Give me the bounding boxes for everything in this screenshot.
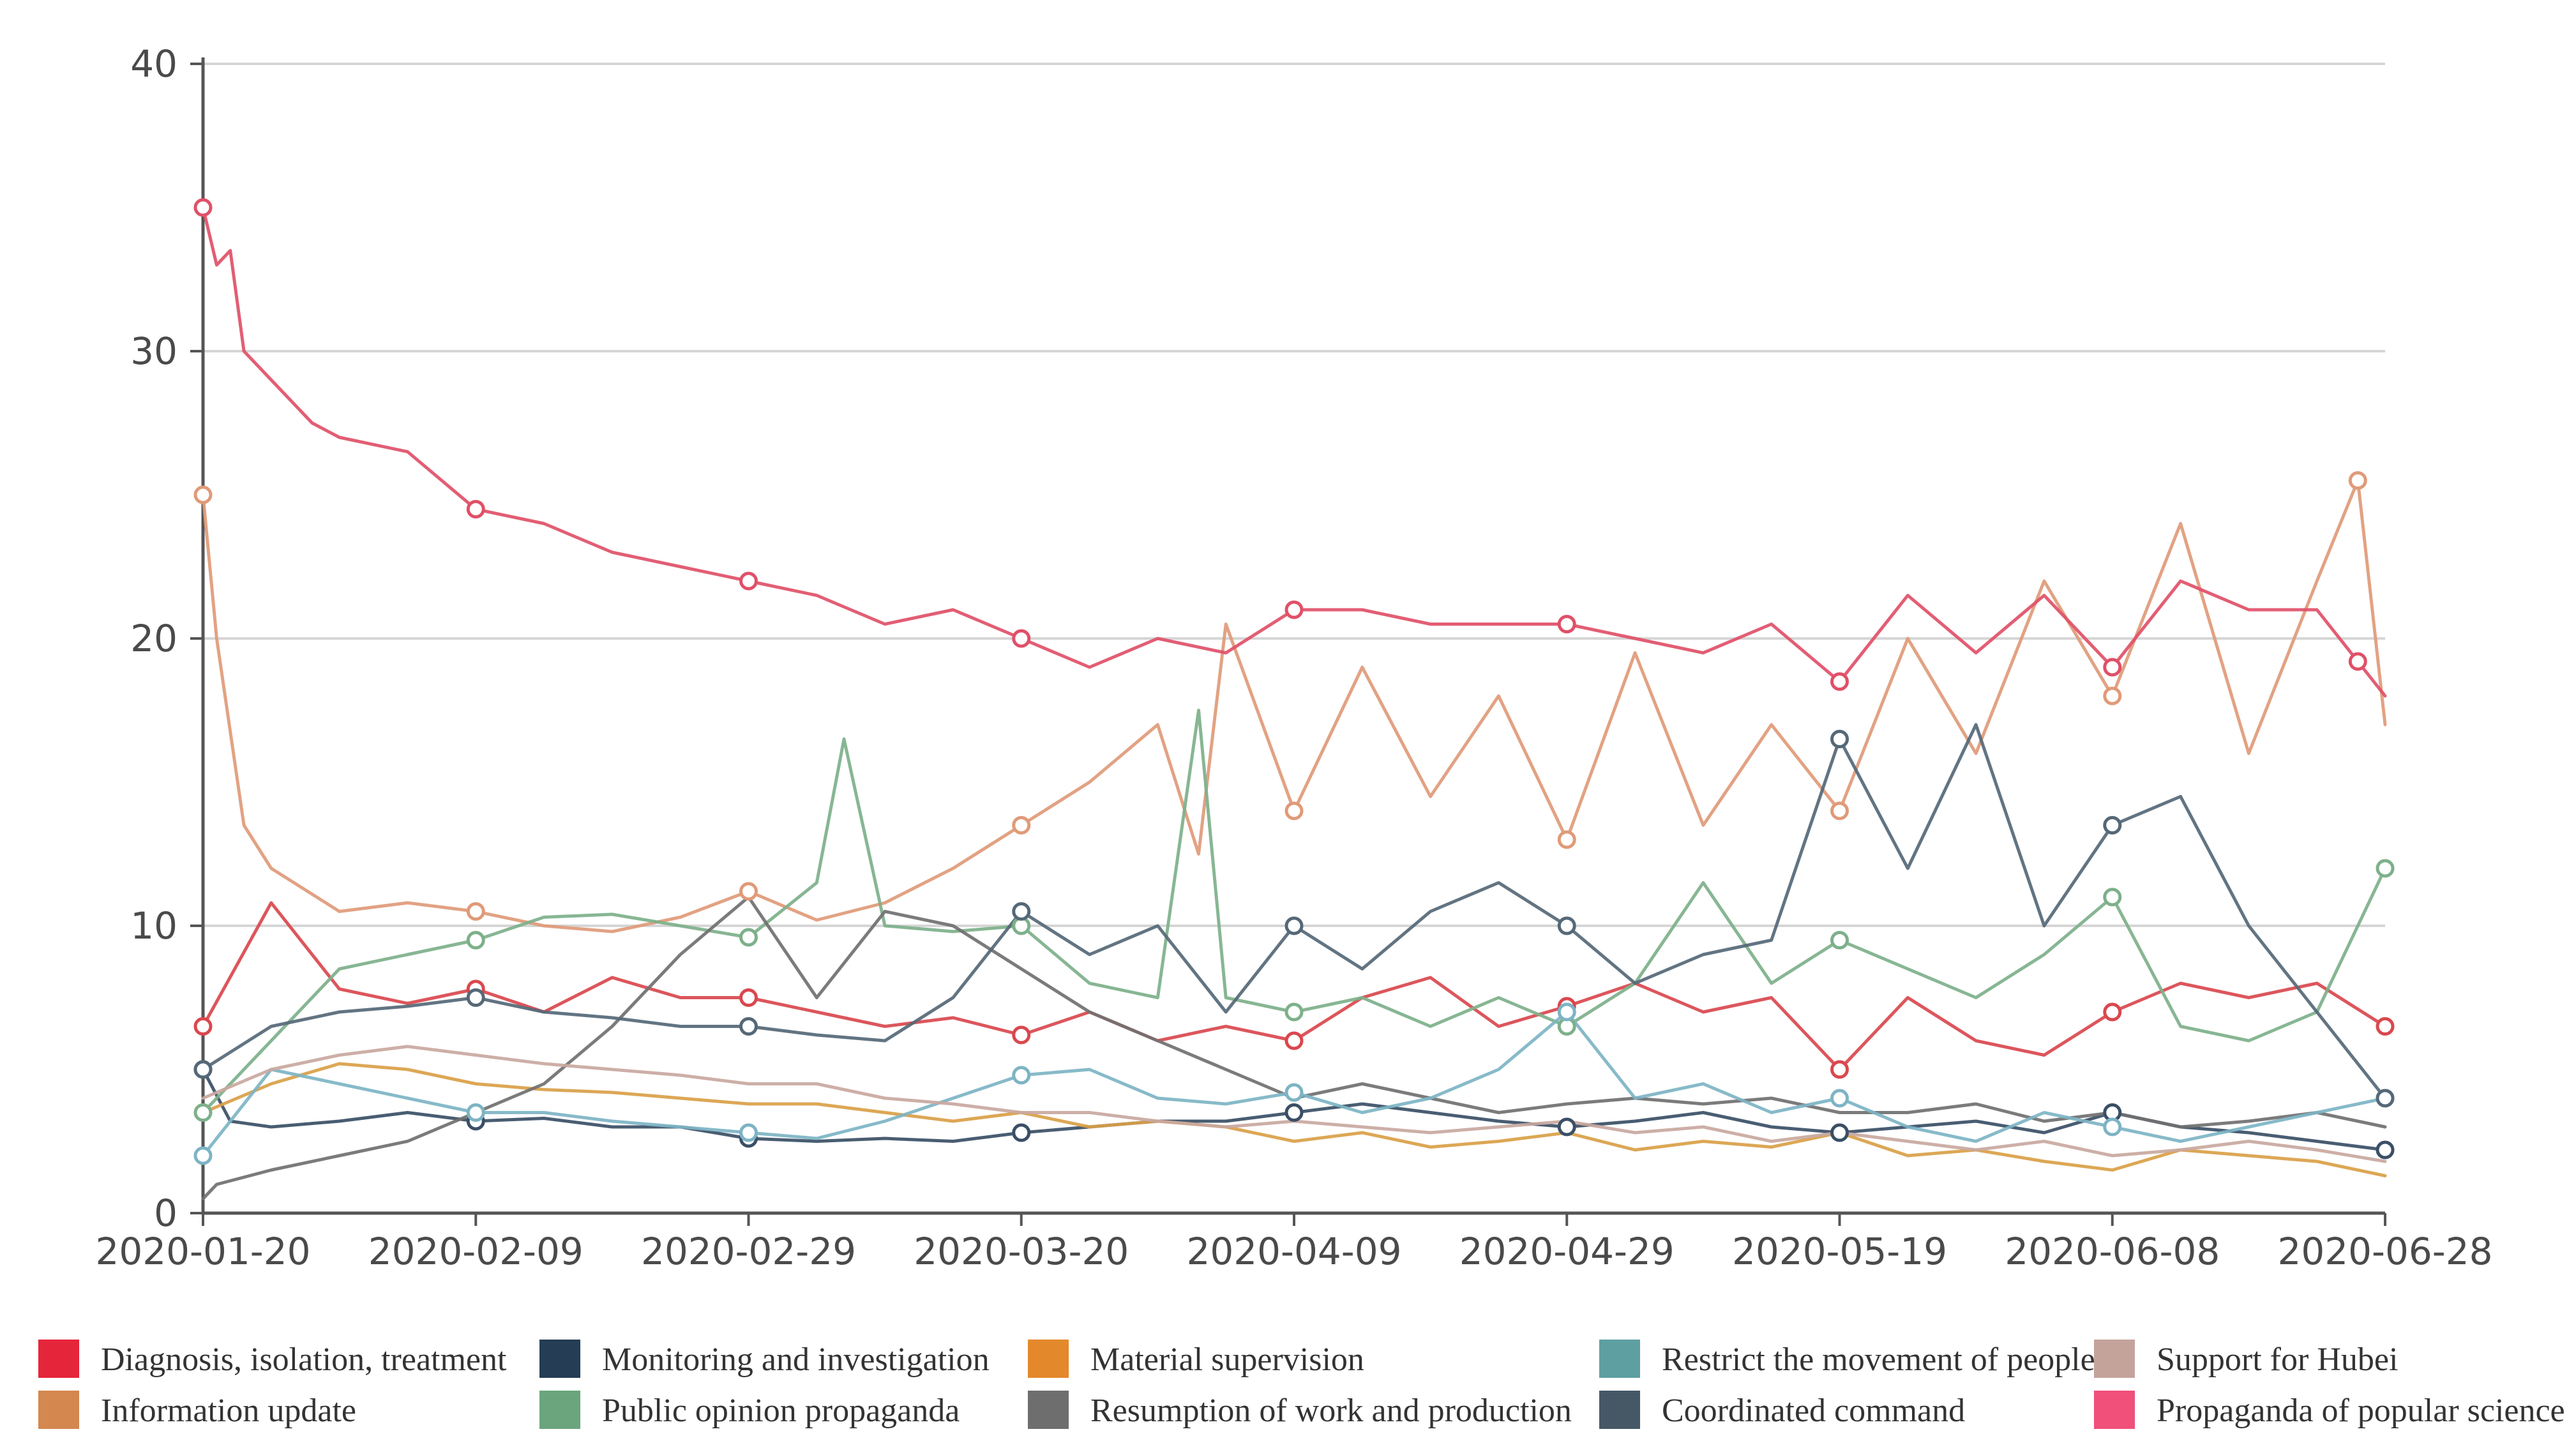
x-tick-label: 2020-03-20 xyxy=(914,1230,1129,1273)
data-point-marker xyxy=(1012,1025,1031,1045)
x-tick-label: 2020-06-28 xyxy=(2277,1230,2492,1273)
legend-label: Propaganda of popular science xyxy=(2157,1393,2565,1429)
x-tick-label: 2020-05-19 xyxy=(1732,1230,1947,1273)
legend-swatch xyxy=(1599,1340,1640,1378)
data-point-marker xyxy=(2376,1089,2395,1108)
legend-swatch xyxy=(1028,1340,1069,1378)
data-point-marker xyxy=(1012,1066,1031,1085)
data-point-marker xyxy=(1830,1089,1849,1108)
data-point-marker xyxy=(2348,652,2367,671)
data-point-marker xyxy=(739,571,758,591)
series-line-9 xyxy=(201,206,2387,698)
data-point-marker xyxy=(739,1017,758,1036)
data-point-marker xyxy=(193,485,213,504)
data-point-marker xyxy=(1284,1002,1304,1022)
data-point-marker xyxy=(2103,816,2122,835)
legend: Diagnosis, isolation, treatment Informati… xyxy=(38,1340,2565,1429)
data-point-marker xyxy=(466,931,485,949)
data-point-marker xyxy=(2103,887,2122,907)
data-point-marker xyxy=(1830,730,1849,748)
axes: 0 10 20 30 40 2020-01-20 2020-02-09 2020-02-29 2… xyxy=(95,42,2492,1273)
y-tick-label: 40 xyxy=(130,42,177,86)
data-point-marker xyxy=(1830,1123,1849,1142)
series-line-5 xyxy=(201,895,2387,1200)
data-point-marker xyxy=(1557,830,1576,849)
x-tick-label: 2020-04-09 xyxy=(1186,1230,1401,1273)
data-point-marker xyxy=(1284,1083,1304,1102)
legend-swatch xyxy=(38,1391,79,1429)
data-point-marker xyxy=(466,902,485,921)
data-point-marker xyxy=(2348,471,2367,490)
legend-label: Monitoring and investigation xyxy=(602,1341,990,1378)
gridlines xyxy=(203,63,2385,927)
legend-label: Material supervision xyxy=(1090,1341,1364,1378)
y-tick-label: 20 xyxy=(130,617,177,660)
data-point-marker xyxy=(1284,1103,1304,1122)
data-point-marker xyxy=(466,1103,485,1122)
legend-label: Restrict the movement of people xyxy=(1662,1341,2095,1378)
data-point-marker xyxy=(739,928,758,947)
data-point-marker xyxy=(193,1060,213,1079)
data-point-marker xyxy=(2376,1140,2395,1159)
data-point-marker xyxy=(1284,1031,1304,1050)
data-point-marker xyxy=(193,1103,213,1122)
data-point-marker xyxy=(1557,1002,1576,1022)
legend-swatch xyxy=(2094,1391,2135,1429)
data-point-marker xyxy=(1284,801,1304,820)
data-point-marker xyxy=(1830,672,1849,691)
series-markers xyxy=(193,198,2395,1165)
legend-label: Information update xyxy=(101,1393,356,1429)
legend-swatch xyxy=(2094,1340,2135,1378)
data-point-marker xyxy=(2103,658,2122,677)
series-line-1 xyxy=(201,479,2387,933)
legend-label: Support for Hubei xyxy=(2157,1341,2398,1378)
data-point-marker xyxy=(1557,615,1576,633)
data-point-marker xyxy=(1557,916,1576,935)
data-point-marker xyxy=(2376,859,2395,878)
data-point-marker xyxy=(1830,931,1849,949)
data-point-marker xyxy=(1012,1123,1031,1142)
data-point-marker xyxy=(1012,629,1031,648)
legend-label: Diagnosis, isolation, treatment xyxy=(101,1341,507,1378)
legend-swatch xyxy=(539,1391,580,1429)
legend-swatch xyxy=(1599,1391,1640,1429)
x-tick-label: 2020-06-08 xyxy=(2005,1230,2220,1273)
series-lines xyxy=(201,206,2387,1200)
data-point-marker xyxy=(1012,902,1031,921)
x-tick-label: 2020-04-29 xyxy=(1459,1230,1675,1273)
data-point-marker xyxy=(466,988,485,1007)
legend-label: Resumption of work and production xyxy=(1090,1393,1572,1429)
data-point-marker xyxy=(193,198,213,217)
legend-swatch xyxy=(38,1340,79,1378)
data-point-marker xyxy=(193,1146,213,1165)
data-point-marker xyxy=(193,1017,213,1036)
data-point-marker xyxy=(2103,1002,2122,1022)
data-point-marker xyxy=(1830,801,1849,820)
series-line-3 xyxy=(201,709,2387,1114)
x-tick-label: 2020-01-20 xyxy=(95,1230,310,1273)
x-tick-label: 2020-02-09 xyxy=(368,1230,584,1273)
data-point-marker xyxy=(739,988,758,1007)
x-tick-label: 2020-02-29 xyxy=(641,1230,856,1273)
legend-swatch xyxy=(539,1340,580,1378)
data-point-marker xyxy=(1284,600,1304,619)
data-point-marker xyxy=(1830,1060,1849,1079)
y-tick-label: 0 xyxy=(154,1191,177,1235)
data-point-marker xyxy=(2376,1017,2395,1036)
y-tick-label: 30 xyxy=(130,329,177,373)
data-point-marker xyxy=(1012,816,1031,835)
data-point-marker xyxy=(739,882,758,901)
legend-label: Coordinated command xyxy=(1662,1393,1965,1429)
legend-label: Public opinion propaganda xyxy=(602,1393,960,1429)
y-tick-label: 10 xyxy=(130,904,177,948)
data-point-marker xyxy=(466,500,485,518)
legend-swatch xyxy=(1028,1391,1069,1429)
data-point-marker xyxy=(1284,916,1304,935)
series-line-4 xyxy=(201,1062,2387,1177)
data-point-marker xyxy=(1557,1117,1576,1137)
data-point-marker xyxy=(739,1123,758,1142)
data-point-marker xyxy=(2103,1117,2122,1137)
data-point-marker xyxy=(2103,686,2122,706)
